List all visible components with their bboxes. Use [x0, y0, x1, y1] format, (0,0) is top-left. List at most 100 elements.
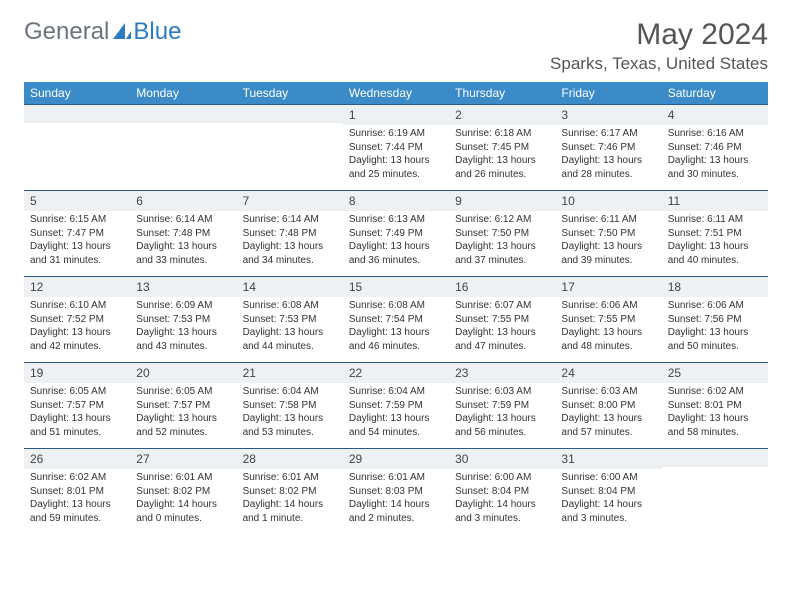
daylight-text: Daylight: 13 hours and 25 minutes.: [349, 154, 443, 181]
day-details: Sunrise: 6:06 AMSunset: 7:56 PMDaylight:…: [662, 297, 768, 357]
day-details: Sunrise: 6:01 AMSunset: 8:02 PMDaylight:…: [237, 469, 343, 529]
day-details: Sunrise: 6:01 AMSunset: 8:02 PMDaylight:…: [130, 469, 236, 529]
sunrise-text: Sunrise: 6:03 AM: [561, 385, 655, 399]
day-number: 21: [237, 363, 343, 383]
sunset-text: Sunset: 7:53 PM: [243, 313, 337, 327]
day-details: Sunrise: 6:00 AMSunset: 8:04 PMDaylight:…: [555, 469, 661, 529]
calendar-day-cell: [24, 105, 130, 191]
sunrise-text: Sunrise: 6:05 AM: [136, 385, 230, 399]
calendar-day-cell: 22Sunrise: 6:04 AMSunset: 7:59 PMDayligh…: [343, 363, 449, 449]
day-number: 28: [237, 449, 343, 469]
daylight-text: Daylight: 14 hours and 1 minute.: [243, 498, 337, 525]
day-number: 1: [343, 105, 449, 125]
day-details: Sunrise: 6:12 AMSunset: 7:50 PMDaylight:…: [449, 211, 555, 271]
day-number: 7: [237, 191, 343, 211]
day-number: [662, 449, 768, 467]
calendar-day-cell: [662, 449, 768, 535]
location-label: Sparks, Texas, United States: [550, 54, 768, 74]
weekday-header: Friday: [555, 82, 661, 105]
daylight-text: Daylight: 13 hours and 44 minutes.: [243, 326, 337, 353]
calendar-day-cell: 24Sunrise: 6:03 AMSunset: 8:00 PMDayligh…: [555, 363, 661, 449]
sunset-text: Sunset: 7:48 PM: [243, 227, 337, 241]
calendar-day-cell: 3Sunrise: 6:17 AMSunset: 7:46 PMDaylight…: [555, 105, 661, 191]
calendar-table: Sunday Monday Tuesday Wednesday Thursday…: [24, 82, 768, 535]
day-number: 19: [24, 363, 130, 383]
day-number: 16: [449, 277, 555, 297]
logo-sail-icon: [111, 21, 133, 43]
sunrise-text: Sunrise: 6:19 AM: [349, 127, 443, 141]
day-details: Sunrise: 6:15 AMSunset: 7:47 PMDaylight:…: [24, 211, 130, 271]
calendar-day-cell: 23Sunrise: 6:03 AMSunset: 7:59 PMDayligh…: [449, 363, 555, 449]
day-number: 6: [130, 191, 236, 211]
header: General Blue May 2024 Sparks, Texas, Uni…: [24, 18, 768, 74]
sunrise-text: Sunrise: 6:14 AM: [243, 213, 337, 227]
daylight-text: Daylight: 14 hours and 3 minutes.: [455, 498, 549, 525]
sunrise-text: Sunrise: 6:12 AM: [455, 213, 549, 227]
day-number: 23: [449, 363, 555, 383]
sunrise-text: Sunrise: 6:08 AM: [243, 299, 337, 313]
day-details: Sunrise: 6:14 AMSunset: 7:48 PMDaylight:…: [130, 211, 236, 271]
sunset-text: Sunset: 7:51 PM: [668, 227, 762, 241]
calendar-day-cell: [130, 105, 236, 191]
calendar-day-cell: 17Sunrise: 6:06 AMSunset: 7:55 PMDayligh…: [555, 277, 661, 363]
day-details: Sunrise: 6:11 AMSunset: 7:50 PMDaylight:…: [555, 211, 661, 271]
sunrise-text: Sunrise: 6:02 AM: [668, 385, 762, 399]
daylight-text: Daylight: 14 hours and 0 minutes.: [136, 498, 230, 525]
calendar-day-cell: 16Sunrise: 6:07 AMSunset: 7:55 PMDayligh…: [449, 277, 555, 363]
day-details: Sunrise: 6:08 AMSunset: 7:54 PMDaylight:…: [343, 297, 449, 357]
day-details: Sunrise: 6:19 AMSunset: 7:44 PMDaylight:…: [343, 125, 449, 185]
day-number: 20: [130, 363, 236, 383]
day-details: Sunrise: 6:02 AMSunset: 8:01 PMDaylight:…: [662, 383, 768, 443]
day-details: [237, 123, 343, 129]
calendar-day-cell: 29Sunrise: 6:01 AMSunset: 8:03 PMDayligh…: [343, 449, 449, 535]
day-details: Sunrise: 6:05 AMSunset: 7:57 PMDaylight:…: [130, 383, 236, 443]
calendar-day-cell: 28Sunrise: 6:01 AMSunset: 8:02 PMDayligh…: [237, 449, 343, 535]
day-details: Sunrise: 6:11 AMSunset: 7:51 PMDaylight:…: [662, 211, 768, 271]
sunrise-text: Sunrise: 6:11 AM: [561, 213, 655, 227]
calendar-day-cell: 6Sunrise: 6:14 AMSunset: 7:48 PMDaylight…: [130, 191, 236, 277]
calendar-week-row: 1Sunrise: 6:19 AMSunset: 7:44 PMDaylight…: [24, 105, 768, 191]
day-details: Sunrise: 6:02 AMSunset: 8:01 PMDaylight:…: [24, 469, 130, 529]
sunset-text: Sunset: 7:58 PM: [243, 399, 337, 413]
calendar-day-cell: 4Sunrise: 6:16 AMSunset: 7:46 PMDaylight…: [662, 105, 768, 191]
day-details: Sunrise: 6:16 AMSunset: 7:46 PMDaylight:…: [662, 125, 768, 185]
sunset-text: Sunset: 8:02 PM: [136, 485, 230, 499]
daylight-text: Daylight: 13 hours and 51 minutes.: [30, 412, 124, 439]
weekday-header: Wednesday: [343, 82, 449, 105]
sunrise-text: Sunrise: 6:17 AM: [561, 127, 655, 141]
weekday-header: Saturday: [662, 82, 768, 105]
calendar-day-cell: 15Sunrise: 6:08 AMSunset: 7:54 PMDayligh…: [343, 277, 449, 363]
day-number: 17: [555, 277, 661, 297]
daylight-text: Daylight: 13 hours and 56 minutes.: [455, 412, 549, 439]
daylight-text: Daylight: 13 hours and 47 minutes.: [455, 326, 549, 353]
day-number: [130, 105, 236, 123]
calendar-day-cell: 12Sunrise: 6:10 AMSunset: 7:52 PMDayligh…: [24, 277, 130, 363]
calendar-day-cell: 27Sunrise: 6:01 AMSunset: 8:02 PMDayligh…: [130, 449, 236, 535]
sunrise-text: Sunrise: 6:08 AM: [349, 299, 443, 313]
day-details: Sunrise: 6:03 AMSunset: 7:59 PMDaylight:…: [449, 383, 555, 443]
weekday-header: Sunday: [24, 82, 130, 105]
sunset-text: Sunset: 8:01 PM: [668, 399, 762, 413]
sunset-text: Sunset: 7:56 PM: [668, 313, 762, 327]
daylight-text: Daylight: 13 hours and 57 minutes.: [561, 412, 655, 439]
daylight-text: Daylight: 13 hours and 58 minutes.: [668, 412, 762, 439]
day-number: 4: [662, 105, 768, 125]
sunset-text: Sunset: 8:03 PM: [349, 485, 443, 499]
day-number: 2: [449, 105, 555, 125]
calendar-day-cell: 11Sunrise: 6:11 AMSunset: 7:51 PMDayligh…: [662, 191, 768, 277]
daylight-text: Daylight: 13 hours and 40 minutes.: [668, 240, 762, 267]
sunrise-text: Sunrise: 6:01 AM: [349, 471, 443, 485]
sunrise-text: Sunrise: 6:04 AM: [243, 385, 337, 399]
calendar-day-cell: 21Sunrise: 6:04 AMSunset: 7:58 PMDayligh…: [237, 363, 343, 449]
day-number: 25: [662, 363, 768, 383]
daylight-text: Daylight: 13 hours and 28 minutes.: [561, 154, 655, 181]
calendar-day-cell: 2Sunrise: 6:18 AMSunset: 7:45 PMDaylight…: [449, 105, 555, 191]
day-details: Sunrise: 6:13 AMSunset: 7:49 PMDaylight:…: [343, 211, 449, 271]
day-details: [130, 123, 236, 129]
day-number: 15: [343, 277, 449, 297]
day-details: Sunrise: 6:07 AMSunset: 7:55 PMDaylight:…: [449, 297, 555, 357]
sunset-text: Sunset: 8:02 PM: [243, 485, 337, 499]
day-number: 5: [24, 191, 130, 211]
day-number: 9: [449, 191, 555, 211]
sunrise-text: Sunrise: 6:09 AM: [136, 299, 230, 313]
